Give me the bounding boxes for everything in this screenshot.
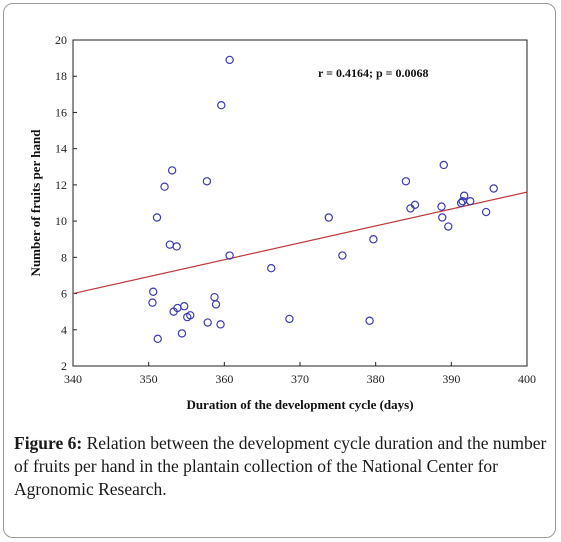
data-point <box>401 177 411 186</box>
y-axis: 2 4 6 8 10 12 14 16 18 20 <box>55 33 77 373</box>
y-tick-label: 20 <box>55 33 67 47</box>
data-point <box>148 298 157 307</box>
y-axis-title: Number of fruits per hand <box>28 129 43 277</box>
data-point <box>481 207 491 217</box>
x-tick-label: 400 <box>518 372 536 386</box>
y-tick-label: 10 <box>55 214 67 228</box>
data-point <box>459 191 469 200</box>
data-point <box>410 200 420 210</box>
data-point <box>437 202 446 211</box>
x-tick-label: 370 <box>291 372 309 386</box>
figure-frame <box>3 3 556 538</box>
data-point <box>211 300 221 309</box>
caption-text: Relation between the development cycle d… <box>14 433 547 499</box>
data-point <box>267 264 276 273</box>
y-tick-label: 16 <box>55 105 67 119</box>
y-tick-label: 6 <box>61 287 67 301</box>
data-point <box>177 329 187 338</box>
data-point <box>285 314 294 324</box>
data-point <box>365 316 374 325</box>
y-tick-label: 8 <box>61 250 67 264</box>
y-tick-label: 14 <box>55 142 67 156</box>
y-tick-label: 2 <box>61 359 67 373</box>
data-point <box>186 311 195 320</box>
data-point <box>338 251 347 260</box>
data-point <box>203 318 212 327</box>
data-point <box>152 213 162 222</box>
data-point <box>324 213 333 222</box>
data-point <box>466 196 475 206</box>
data-point <box>180 302 189 311</box>
y-tick-label: 4 <box>61 323 67 337</box>
data-point <box>149 287 158 296</box>
plot-area <box>72 39 528 367</box>
data-point <box>489 184 498 193</box>
x-tick-label: 340 <box>64 372 82 386</box>
data-point <box>439 160 448 170</box>
data-point <box>172 242 181 251</box>
data-point <box>216 320 225 329</box>
regression-line <box>72 191 528 295</box>
data-point <box>225 55 234 65</box>
data-points <box>148 55 498 344</box>
data-point <box>369 235 378 244</box>
data-point <box>202 177 212 186</box>
y-tick-label: 18 <box>55 69 67 83</box>
x-tick-label: 360 <box>215 372 233 386</box>
data-point <box>167 166 177 175</box>
figure-caption: Figure 6: Relation between the developme… <box>14 432 547 501</box>
scatter-chart: 2 4 6 8 10 12 14 16 18 20 340 350 360 370 380 390 400 r… <box>28 33 536 412</box>
x-axis: 340 350 360 370 380 390 400 <box>64 362 536 386</box>
data-point <box>217 100 226 110</box>
x-tick-label: 390 <box>442 372 460 386</box>
y-tick-label: 12 <box>55 178 67 192</box>
x-axis-title: Duration of the development cycle (days) <box>186 397 413 412</box>
x-tick-label: 380 <box>367 372 385 386</box>
data-point <box>456 198 466 208</box>
data-point <box>225 251 234 260</box>
data-point <box>153 334 162 344</box>
data-point <box>438 213 447 222</box>
data-point <box>160 182 169 191</box>
caption-label: Figure 6: <box>14 433 83 453</box>
stats-annotation: r = 0.4164; p = 0.0068 <box>318 66 428 80</box>
data-point <box>444 222 453 231</box>
x-tick-label: 350 <box>140 372 158 386</box>
